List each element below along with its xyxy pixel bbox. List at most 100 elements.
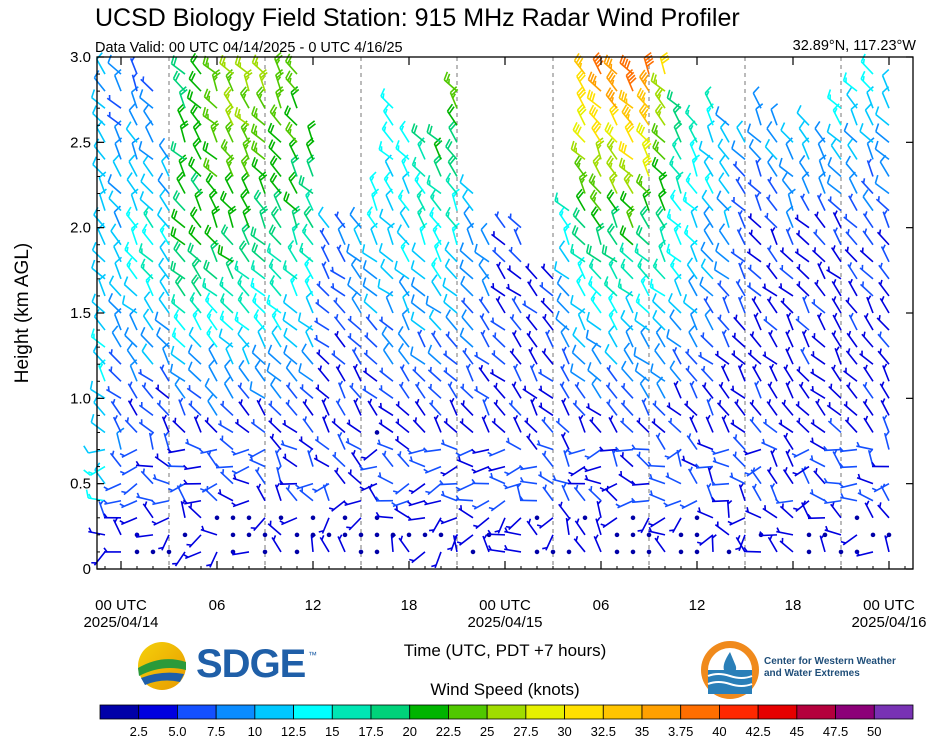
wind-barb [431, 551, 442, 569]
colorbar-swatch [641, 704, 682, 720]
wind-barb [826, 266, 842, 280]
wind-barb [767, 534, 778, 553]
wind-barb [237, 275, 250, 297]
wind-barb [370, 222, 378, 246]
wind-barb [694, 549, 700, 555]
wind-barb [268, 139, 282, 160]
colorbar-tick-label: 25 [479, 724, 495, 739]
wind-barb [474, 243, 490, 263]
wind-barb [870, 532, 876, 538]
wind-barb [223, 86, 234, 109]
wind-barb [449, 397, 458, 416]
wind-barb [167, 482, 186, 493]
wind-barb [689, 380, 698, 399]
wind-barb [285, 70, 298, 92]
wind-barb [701, 189, 714, 212]
wind-barb [584, 448, 602, 460]
wind-barb [460, 383, 474, 399]
wind-barb [743, 546, 762, 553]
wind-barb [650, 72, 666, 92]
wind-barb [188, 503, 202, 519]
wind-barb [302, 399, 314, 416]
wind-barb [696, 534, 714, 547]
colorbar-swatch [254, 704, 294, 720]
wind-barb [606, 155, 618, 177]
wind-barb [140, 326, 154, 348]
wind-barb [166, 549, 172, 555]
wind-barb [684, 348, 698, 365]
wind-barb [698, 140, 714, 161]
wind-barb [157, 207, 170, 229]
wind-barb [414, 398, 426, 416]
wind-barb [410, 346, 426, 365]
wind-barb [106, 386, 122, 400]
colorbar-tick-label: 35 [634, 724, 650, 739]
wind-barb [606, 223, 618, 246]
wind-barb [298, 363, 314, 382]
wind-barb [573, 52, 586, 75]
wind-barb [582, 515, 588, 521]
wind-barb [489, 472, 506, 485]
wind-barb [846, 330, 858, 348]
wind-barb [817, 261, 826, 280]
wind-barb [815, 398, 826, 416]
wind-barb [776, 527, 794, 536]
wind-barb [358, 549, 364, 555]
wind-barb [395, 418, 410, 434]
wind-barb [731, 350, 746, 365]
wind-barb [123, 276, 138, 297]
wind-barb [234, 106, 250, 126]
wind-barb [271, 535, 282, 553]
wind-barb [239, 86, 250, 109]
wind-barb [459, 418, 474, 434]
wind-barb [747, 179, 762, 195]
wind-barb [205, 172, 218, 195]
wind-barb [410, 277, 426, 297]
wind-barb [733, 314, 746, 331]
wind-barb [688, 325, 698, 348]
wind-barb [243, 69, 253, 92]
wind-barb [654, 103, 666, 126]
wind-barb [440, 465, 458, 477]
wind-barb [398, 342, 410, 365]
wind-barb [823, 498, 842, 505]
wind-barb [425, 483, 442, 496]
wind-barb [172, 190, 186, 212]
wind-barb [625, 290, 634, 314]
wind-barb [204, 377, 218, 399]
wind-barb [282, 453, 298, 468]
wind-barb [721, 329, 730, 348]
wind-barb [266, 294, 282, 314]
wind-barb [159, 364, 170, 382]
wind-barb [576, 274, 586, 297]
wind-barb [462, 347, 474, 365]
wind-barb [761, 438, 778, 451]
wind-barb [506, 265, 522, 280]
wind-barb [334, 211, 346, 229]
wind-barb [845, 155, 858, 177]
wind-barb [801, 137, 810, 160]
wind-barb [619, 190, 634, 212]
wind-barb [783, 432, 794, 450]
wind-barb [766, 399, 778, 416]
wind-barb [785, 329, 794, 348]
wind-barb [585, 329, 602, 348]
wind-barb [278, 515, 284, 521]
wind-barb [447, 381, 458, 399]
wind-barb [346, 243, 362, 263]
wind-barb [426, 175, 442, 195]
wind-barb [570, 363, 586, 382]
wind-barb [850, 103, 859, 126]
wind-barb [407, 499, 426, 507]
wind-barb [601, 244, 618, 263]
wind-barb [810, 386, 826, 400]
wind-barb [335, 364, 346, 382]
wind-barb [762, 419, 778, 434]
wind-barb [573, 484, 586, 502]
wind-barb [747, 349, 762, 365]
wind-barb [481, 414, 490, 433]
wind-barb [796, 104, 810, 126]
wind-barb [394, 260, 410, 280]
wind-barb [542, 313, 554, 331]
wind-barb [767, 176, 778, 194]
